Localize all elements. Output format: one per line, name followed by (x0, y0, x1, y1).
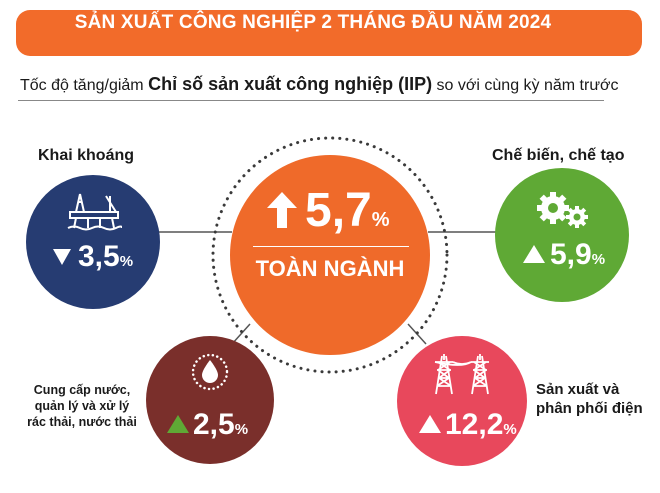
electricity-number: 12,2 (445, 408, 504, 441)
water-label-line: Cung cấp nước, (33, 383, 131, 397)
electricity-label: Sản xuất và phân phối điện (536, 380, 643, 418)
water-label: Cung cấp nước, quản lý và xử lý rác thải… (22, 382, 142, 430)
subtitle-bold: Chỉ số sản xuất công nghiệp (IIP) (148, 74, 433, 94)
electricity-label-line: phân phối điện (536, 400, 643, 417)
water-number: 2,5 (193, 408, 235, 441)
total-value: 5,7% (265, 183, 415, 238)
water-unit: % (234, 421, 249, 438)
subtitle-divider (18, 100, 604, 101)
up-arrow-icon (267, 192, 297, 228)
page-title: SẢN XUẤT CÔNG NGHIỆP 2 THÁNG ĐẦU NĂM 202… (74, 12, 552, 33)
total-label: TOÀN NGÀNH (255, 256, 405, 281)
dotted-ring (211, 136, 449, 374)
total-number: 5,7 (305, 184, 372, 237)
total-circle (230, 155, 430, 355)
up-triangle-icon (419, 415, 441, 433)
electricity-label-line: Sản xuất và (536, 381, 620, 398)
up-triangle-icon (523, 245, 545, 263)
water-label-line: quản lý và xử lý (34, 399, 130, 413)
water-drop-icon (191, 353, 229, 391)
manufacturing-unit: % (591, 251, 606, 268)
header-banner (16, 10, 642, 56)
power-tower-icon (434, 354, 489, 395)
manufacturing-value: 5,9% (522, 238, 605, 272)
mining-value: 3,5% (52, 240, 133, 274)
manufacturing-label: Chế biến, chế tạo (492, 147, 625, 164)
total-unit: % (371, 209, 390, 231)
electricity-unit: % (503, 421, 517, 438)
manufacturing-number: 5,9 (550, 238, 592, 271)
subtitle: Tốc độ tăng/giảm Chỉ số sản xuất công ng… (20, 74, 619, 95)
mining-circle (26, 175, 160, 309)
electricity-value: 12,2% (418, 408, 517, 442)
mining-label: Khai khoáng (38, 147, 135, 164)
subtitle-prefix: Tốc độ tăng/giảm (20, 77, 149, 94)
mining-number: 3,5 (78, 240, 120, 273)
up-triangle-icon (167, 415, 189, 433)
water-label-line: rác thải, nước thải (27, 415, 137, 429)
oil-rig-icon (67, 193, 122, 231)
electricity-circle (397, 336, 527, 466)
total-divider (253, 246, 409, 247)
down-triangle-icon (53, 249, 71, 265)
subtitle-suffix: so với cùng kỳ năm trước (432, 77, 619, 94)
manufacturing-circle (495, 168, 629, 302)
mining-unit: % (119, 253, 134, 270)
water-circle (146, 336, 274, 464)
water-value: 2,5% (166, 408, 248, 442)
gears-icon (537, 192, 588, 228)
